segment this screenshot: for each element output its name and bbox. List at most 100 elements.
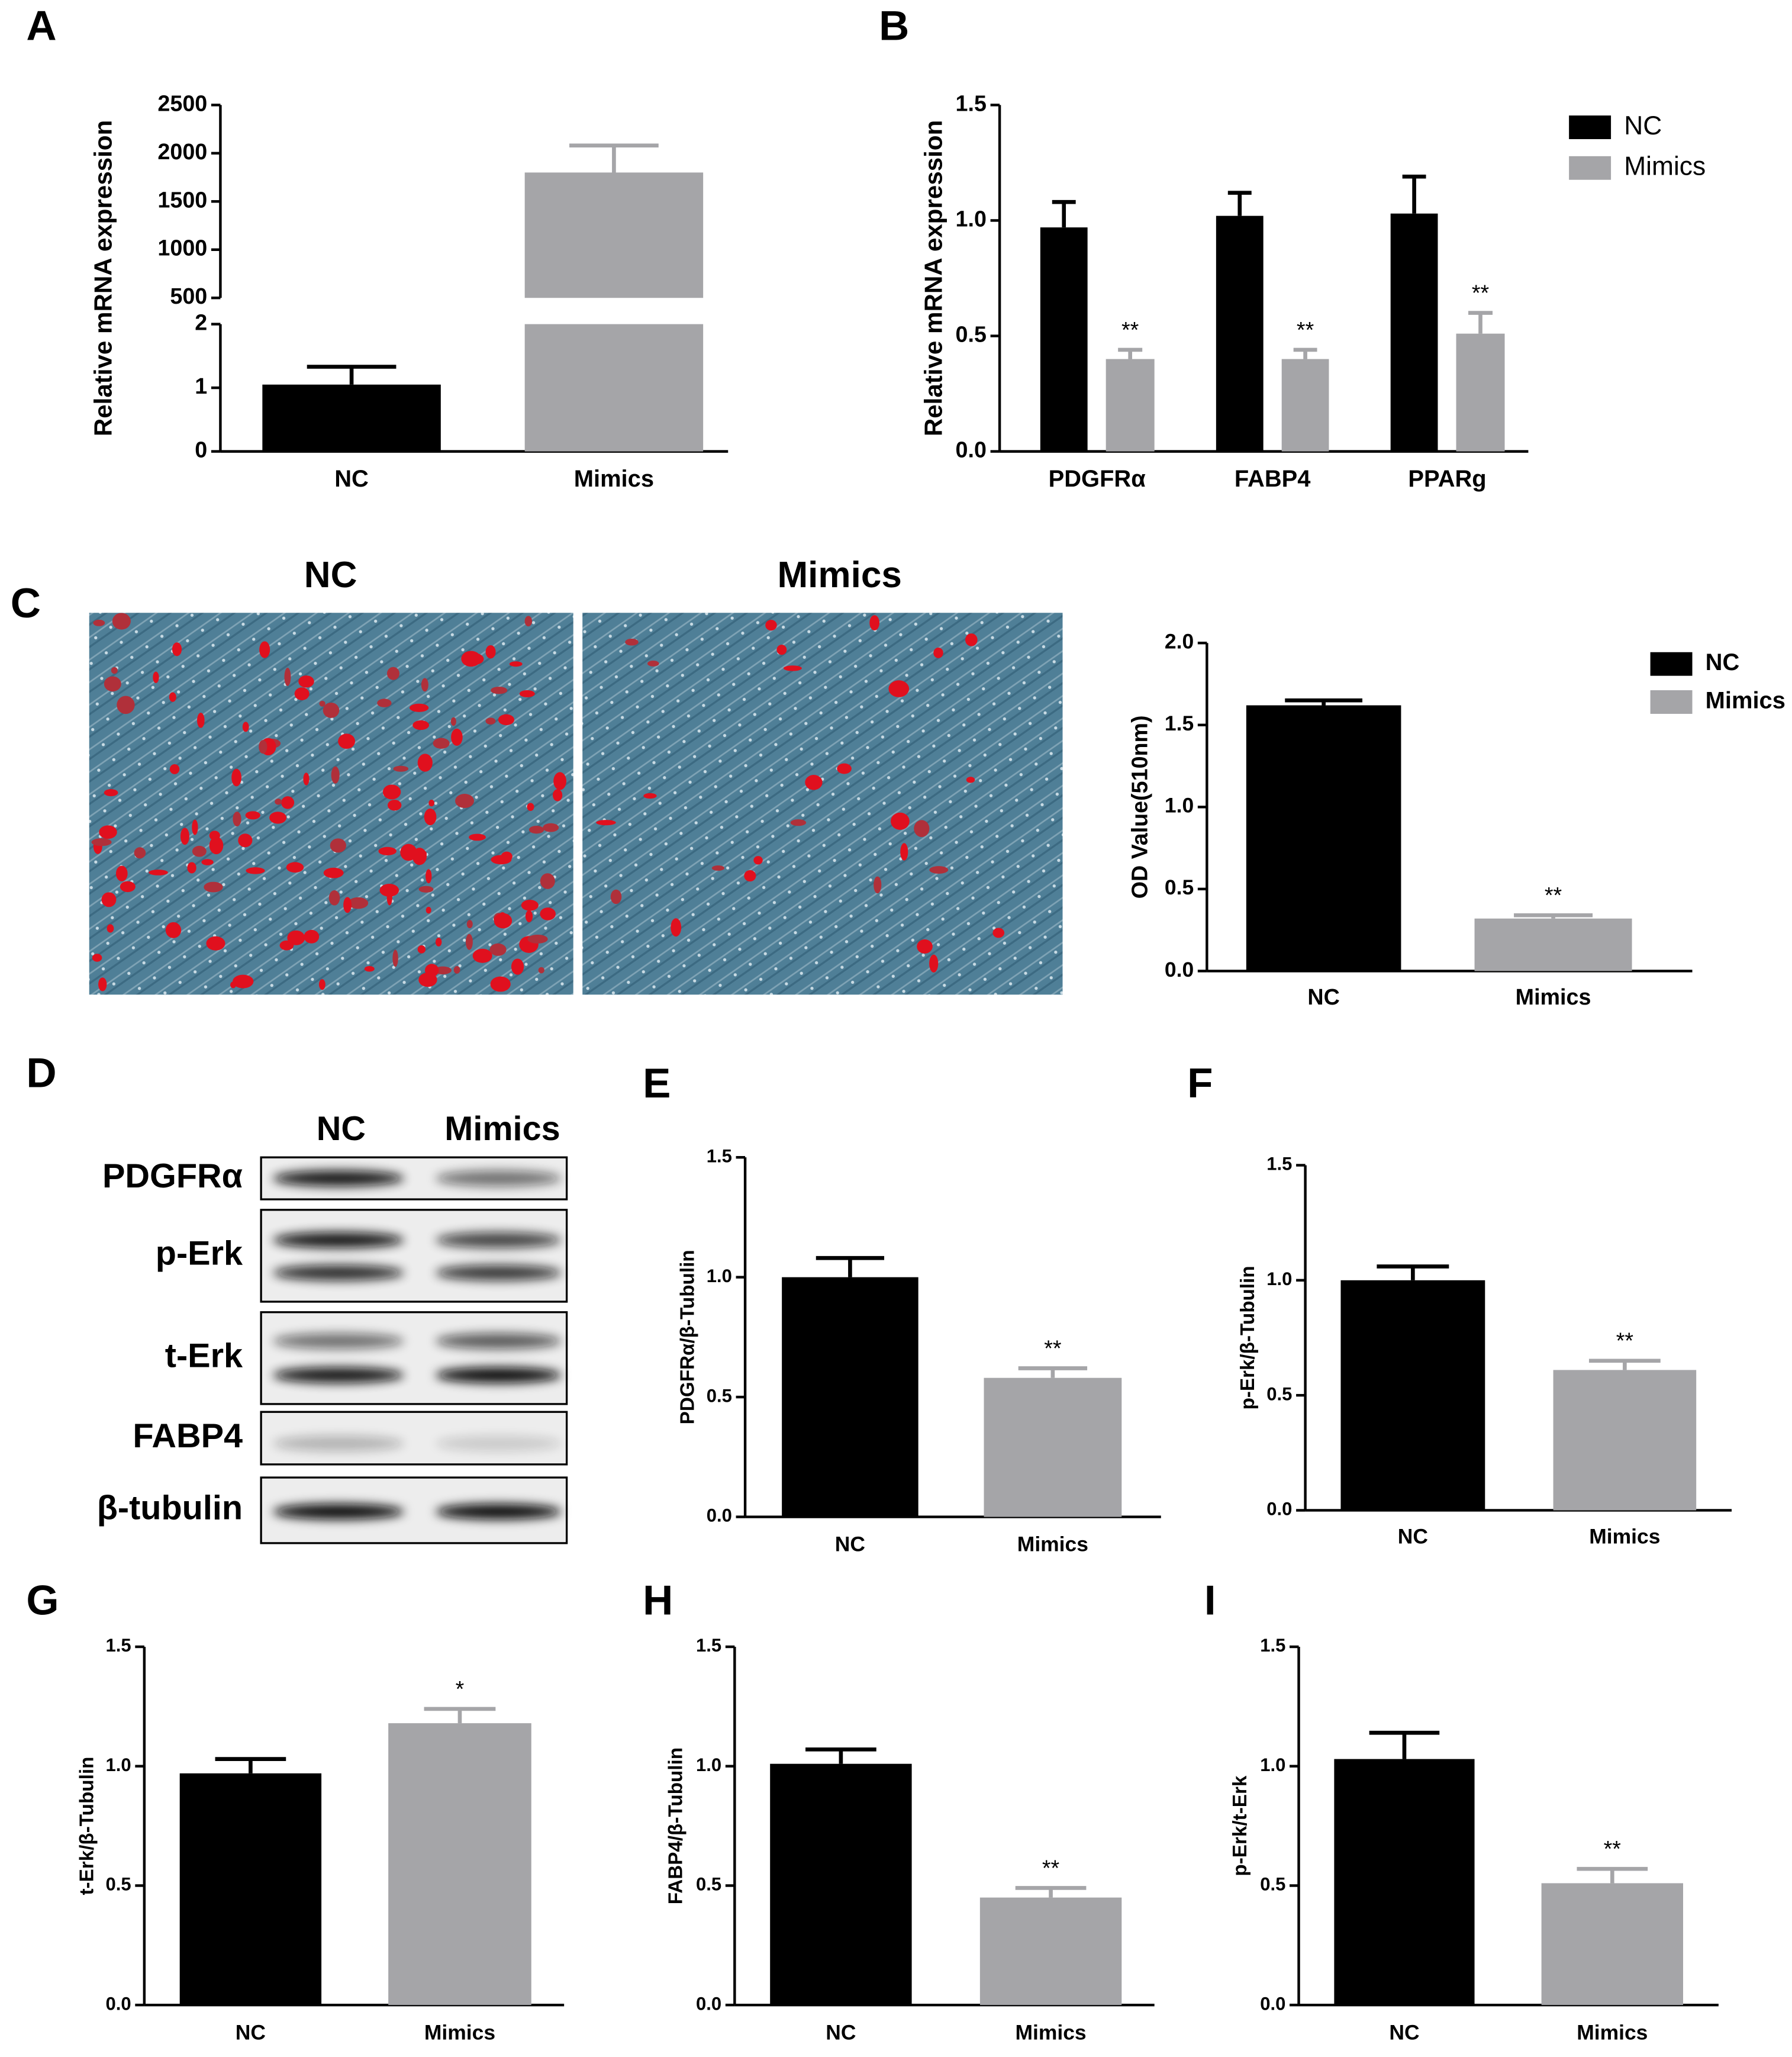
lipid-droplet bbox=[917, 939, 933, 954]
lipid-droplet bbox=[246, 867, 265, 874]
y-tick-label: 1.5 bbox=[1260, 1635, 1285, 1656]
lipid-droplet bbox=[933, 647, 943, 658]
band bbox=[273, 1232, 404, 1248]
significance: ** bbox=[1121, 317, 1139, 342]
lipid-droplet bbox=[149, 870, 168, 875]
lipid-droplet bbox=[111, 667, 118, 674]
band bbox=[273, 1264, 404, 1281]
lipid-droplet bbox=[744, 870, 756, 882]
lipid-droplet bbox=[101, 892, 117, 907]
lipid-droplet bbox=[303, 772, 310, 786]
x-tick-label: Mimics bbox=[424, 2020, 495, 2044]
lipid-droplet bbox=[153, 671, 159, 684]
y-tick-label: 0.0 bbox=[106, 1993, 131, 2014]
lipid-droplet bbox=[540, 907, 556, 920]
lipid-droplet bbox=[455, 794, 474, 809]
lipid-droplet bbox=[524, 616, 533, 627]
bar bbox=[770, 1763, 912, 2006]
lipid-droplet bbox=[259, 641, 270, 658]
lipid-droplet bbox=[242, 722, 249, 732]
lipid-droplet bbox=[286, 862, 304, 873]
band bbox=[435, 1264, 562, 1281]
y-tick-label: 1.0 bbox=[1165, 794, 1194, 817]
legend-swatch bbox=[1650, 690, 1693, 714]
lipid-droplet bbox=[888, 680, 910, 697]
y-axis-label: Relative mRNA expression bbox=[920, 120, 947, 436]
band bbox=[435, 1367, 562, 1383]
y-tick-label: 0.0 bbox=[956, 437, 987, 462]
lipid-droplet bbox=[412, 720, 430, 730]
lipid-droplet bbox=[180, 828, 189, 845]
lipid-droplet bbox=[287, 930, 305, 945]
lipid-droplet bbox=[450, 717, 456, 726]
protein-label: t-Erk bbox=[165, 1337, 243, 1375]
lipid-droplet bbox=[765, 620, 777, 631]
panel-label: C bbox=[11, 580, 41, 627]
y-tick-label: 0.0 bbox=[696, 1993, 721, 2014]
lipid-droplet bbox=[230, 981, 236, 989]
bar bbox=[984, 1377, 1122, 1517]
micrograph-title: NC bbox=[304, 555, 357, 595]
lipid-droplet bbox=[104, 789, 118, 797]
x-tick-label: PPARg bbox=[1408, 466, 1486, 492]
lipid-droplet bbox=[489, 943, 507, 956]
bar bbox=[1246, 705, 1401, 971]
lipid-droplet bbox=[469, 833, 486, 841]
lipid-droplet bbox=[900, 843, 908, 861]
lipid-droplet bbox=[418, 973, 437, 987]
band bbox=[435, 1435, 562, 1451]
lipid-droplet bbox=[323, 867, 344, 878]
y-tick-label: 1.5 bbox=[696, 1635, 721, 1656]
lipid-droplet bbox=[527, 803, 534, 811]
bar bbox=[1541, 1883, 1684, 2006]
bar bbox=[979, 1897, 1122, 2006]
band bbox=[435, 1170, 562, 1186]
lipid-droplet bbox=[323, 702, 340, 718]
lipid-droplet bbox=[378, 846, 397, 855]
lipid-droplet bbox=[209, 836, 224, 855]
band bbox=[273, 1333, 404, 1349]
legend-label: Mimics bbox=[1706, 688, 1785, 714]
lipid-droplet bbox=[869, 615, 880, 630]
x-tick-label: Mimics bbox=[1015, 2020, 1086, 2044]
y-tick-label: 1.0 bbox=[106, 1755, 131, 1775]
band bbox=[435, 1232, 562, 1248]
y-axis-label: Relative mRNA expression bbox=[89, 120, 117, 436]
lipid-droplet bbox=[466, 920, 473, 929]
lipid-droplet bbox=[284, 668, 291, 687]
lane-label: NC bbox=[317, 1110, 366, 1148]
significance: ** bbox=[1472, 280, 1490, 305]
lipid-droplet bbox=[466, 933, 473, 950]
x-tick-label: NC bbox=[236, 2020, 266, 2044]
lipid-droplet bbox=[643, 793, 657, 799]
x-tick-label: NC bbox=[1389, 2020, 1419, 2044]
lipid-droplet bbox=[417, 945, 426, 954]
lipid-droplet bbox=[115, 865, 128, 881]
lipid-droplet bbox=[233, 812, 241, 827]
bar bbox=[524, 172, 704, 298]
y-tick-label: 1000 bbox=[157, 236, 207, 260]
significance: ** bbox=[1604, 1836, 1622, 1861]
lipid-droplet bbox=[992, 928, 1005, 938]
significance: * bbox=[456, 1676, 465, 1701]
lipid-droplet bbox=[201, 859, 214, 865]
lipid-droplet bbox=[538, 967, 544, 974]
x-tick-label: Mimics bbox=[574, 466, 654, 492]
lipid-droplet bbox=[521, 900, 539, 911]
lipid-droplet bbox=[231, 768, 241, 787]
x-tick-label: NC bbox=[334, 466, 369, 492]
lipid-droplet bbox=[99, 825, 117, 839]
panel-label: D bbox=[26, 1050, 56, 1096]
y-tick-label: 0.5 bbox=[696, 1874, 721, 1895]
lipid-droplet bbox=[319, 700, 325, 707]
x-tick-label: NC bbox=[1398, 1524, 1428, 1548]
lipid-droplet bbox=[753, 856, 763, 865]
lipid-droplet bbox=[331, 766, 340, 784]
y-tick-label: 1.0 bbox=[1260, 1755, 1285, 1775]
lipid-droplet bbox=[172, 642, 182, 656]
panel-label: B bbox=[879, 3, 909, 50]
y-tick-label: 1.0 bbox=[696, 1755, 721, 1775]
lipid-droplet bbox=[330, 838, 346, 853]
y-tick-label: 2000 bbox=[157, 139, 207, 164]
y-tick-label: 0.5 bbox=[707, 1385, 732, 1406]
